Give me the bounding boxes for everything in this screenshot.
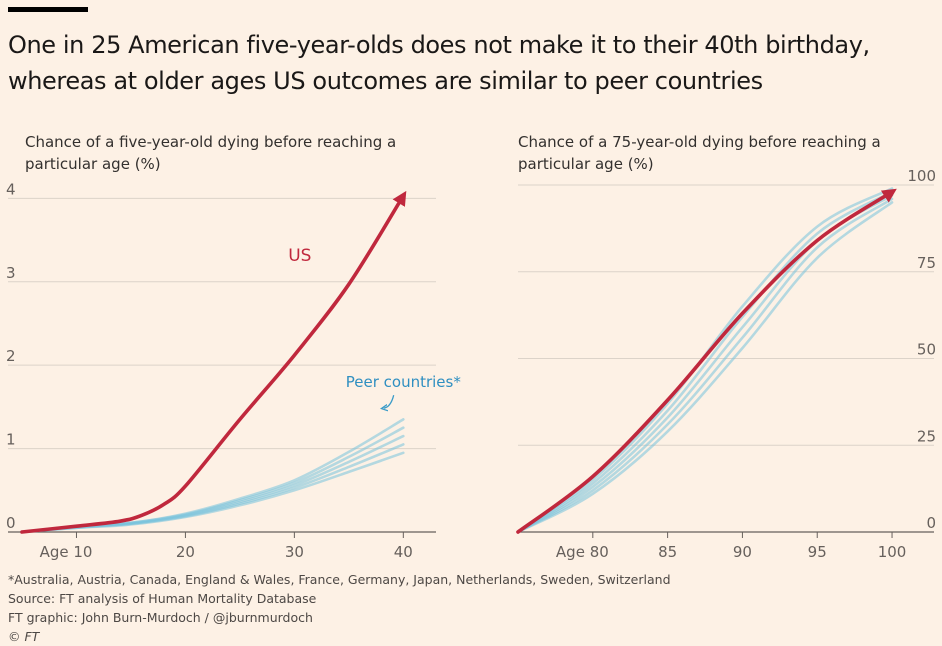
us-line: [516, 188, 897, 534]
y-tick-label: 100: [907, 167, 936, 185]
x-tick-label: Age 10: [40, 543, 93, 561]
y-tick-label: 0: [926, 514, 936, 532]
y-tick-label: 25: [917, 427, 936, 445]
copyright: © FT: [8, 629, 40, 644]
x-tick-label: 40: [394, 543, 413, 561]
peer-label: Peer countries*: [346, 373, 462, 391]
peer-label-arrow: [384, 395, 395, 408]
peer-country-line: [20, 418, 405, 534]
y-tick-label: 0: [6, 514, 16, 532]
footer: *Australia, Austria, Canada, England & W…: [8, 570, 671, 646]
right-chart: 0 25 50 75 100 Age 80 85 90 95 100: [516, 167, 936, 561]
peer-country-line: [516, 190, 894, 534]
y-tick-label: 50: [917, 341, 936, 359]
y-tick-label: 75: [917, 254, 936, 272]
top-rule: [8, 7, 88, 12]
y-tick-label: 1: [6, 431, 16, 449]
y-tick-label: 4: [6, 180, 16, 198]
peer-country-line: [20, 451, 405, 534]
peer-country-line: [516, 197, 894, 534]
peer-country-line: [516, 187, 894, 534]
credit-line: FT graphic: John Burn-Murdoch / @jburnmu…: [8, 610, 313, 625]
us-label: US: [288, 246, 311, 266]
right-chart-subtitle: Chance of a 75-year-old dying before rea…: [518, 133, 881, 173]
source-line: Source: FT analysis of Human Mortality D…: [8, 591, 317, 606]
peer-country-line: [516, 201, 894, 534]
peer-country-line: [20, 426, 405, 534]
x-tick-label: 85: [658, 543, 677, 561]
headline: One in 25 American five-year-olds does n…: [8, 31, 870, 95]
x-tick-label: 20: [176, 543, 195, 561]
x-tick-label: 90: [733, 543, 752, 561]
us-line: [20, 190, 407, 534]
y-tick-label: 2: [6, 347, 16, 365]
x-tick-label: Age 80: [556, 543, 609, 561]
x-tick-label: 30: [285, 543, 304, 561]
left-chart: 0 1 2 3 4 Age 10 20 30 40 US Peer countries*: [6, 180, 461, 561]
footnote: *Australia, Austria, Canada, England & W…: [8, 572, 671, 587]
x-tick-label: 95: [808, 543, 827, 561]
y-tick-label: 3: [6, 264, 16, 282]
x-tick-label: 100: [878, 543, 907, 561]
left-chart-subtitle: Chance of a five-year-old dying before r…: [25, 133, 397, 173]
